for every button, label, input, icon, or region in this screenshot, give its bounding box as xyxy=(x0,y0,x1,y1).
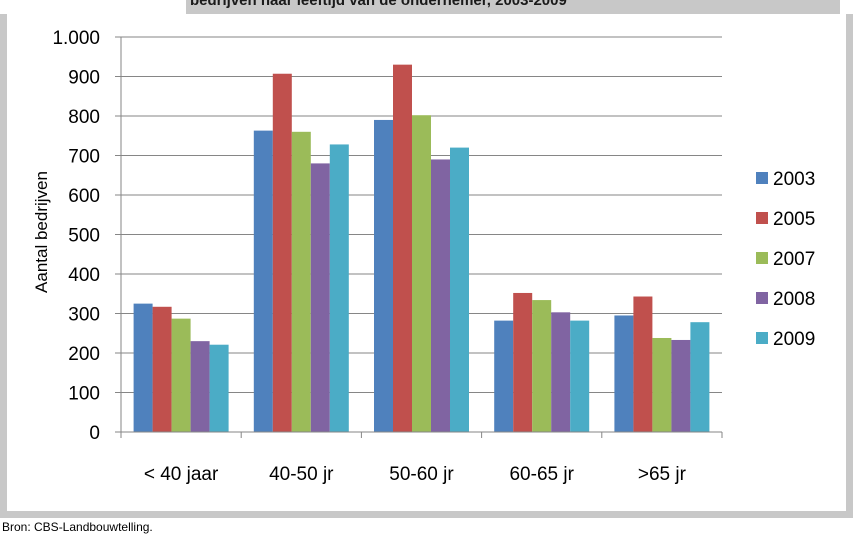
y-tick-label: 800 xyxy=(68,107,100,128)
legend-swatch-2003 xyxy=(756,172,768,184)
y-tick-label: 500 xyxy=(68,226,100,247)
bar-2005-4 xyxy=(633,296,653,432)
bar-2003-3 xyxy=(494,320,514,432)
y-tick-label: 1.000 xyxy=(52,28,100,49)
y-tick-label: 200 xyxy=(68,344,100,365)
plot-area: 0 100 200 300 400 500 600 700 800 900 1.000 < 40 j… xyxy=(7,14,846,511)
bar-2003-2 xyxy=(374,119,393,432)
bar-2009-0 xyxy=(209,344,229,432)
y-tick-label: 900 xyxy=(68,68,100,89)
chart-title: bedrijven naar leeftijd van de onderneme… xyxy=(190,0,567,9)
y-tick-label: 700 xyxy=(68,147,100,168)
x-tick-label: 50-60 jr xyxy=(389,464,454,485)
bar-2008-2 xyxy=(431,159,450,432)
bar-2007-4 xyxy=(652,337,672,432)
legend-label-2005: 2005 xyxy=(773,209,815,230)
y-axis-label: Aantal bedrijven xyxy=(32,171,51,293)
bar-2005-3 xyxy=(513,292,533,432)
bar-2005-1 xyxy=(272,73,292,433)
legend-swatch-2009 xyxy=(756,332,768,344)
bar-2008-0 xyxy=(190,341,210,432)
bar-2008-3 xyxy=(551,312,571,432)
bar-chart: 0 100 200 300 400 500 600 700 800 900 1.000 < 40 j… xyxy=(32,28,815,485)
legend-swatch-2007 xyxy=(756,252,768,264)
y-tick-label: 300 xyxy=(68,305,100,326)
legend-label-2008: 2008 xyxy=(773,289,815,310)
bar-2007-0 xyxy=(171,318,191,432)
legend: 2003 2005 2007 2008 2009 xyxy=(756,169,815,350)
y-tick-label: 600 xyxy=(68,186,100,207)
axes xyxy=(115,36,723,438)
x-tick-label: >65 jr xyxy=(638,464,687,485)
bar-2008-1 xyxy=(310,163,330,432)
bar-2009-1 xyxy=(329,144,349,432)
bar-2009-4 xyxy=(690,322,710,432)
source-note: Bron: CBS-Landbouwtelling. xyxy=(2,520,153,534)
y-tick-labels: 0 100 200 300 400 500 600 700 800 900 1.000 xyxy=(52,28,100,444)
y-tick-label: 400 xyxy=(68,265,100,286)
y-tick-label: 100 xyxy=(68,384,100,405)
title-box: bedrijven naar leeftijd van de onderneme… xyxy=(186,0,840,14)
chart-frame: bedrijven naar leeftijd van de onderneme… xyxy=(0,0,853,518)
bar-2003-4 xyxy=(614,315,634,432)
bar-2007-1 xyxy=(291,131,311,433)
legend-label-2007: 2007 xyxy=(773,249,815,270)
bar-2003-0 xyxy=(133,303,153,432)
x-tick-label: 60-65 jr xyxy=(509,464,574,485)
bar-2005-2 xyxy=(393,64,412,433)
bar-2005-0 xyxy=(152,306,172,432)
bar-2003-1 xyxy=(253,130,273,432)
x-tick-label: 40-50 jr xyxy=(269,464,334,485)
x-tick-label: < 40 jaar xyxy=(144,464,219,485)
legend-swatch-2005 xyxy=(756,212,768,224)
legend-swatch-2008 xyxy=(756,292,768,304)
bar-2007-3 xyxy=(532,300,552,432)
bar-2008-4 xyxy=(671,339,691,432)
y-tick-label: 0 xyxy=(89,423,100,444)
legend-label-2009: 2009 xyxy=(773,329,815,350)
bars xyxy=(133,64,710,433)
bar-2007-2 xyxy=(412,115,431,433)
bar-2009-2 xyxy=(450,147,469,432)
x-tick-labels: < 40 jaar 40-50 jr 50-60 jr 60-65 jr >65 jr xyxy=(144,464,687,485)
legend-label-2003: 2003 xyxy=(773,169,815,190)
bar-2009-3 xyxy=(570,320,590,432)
